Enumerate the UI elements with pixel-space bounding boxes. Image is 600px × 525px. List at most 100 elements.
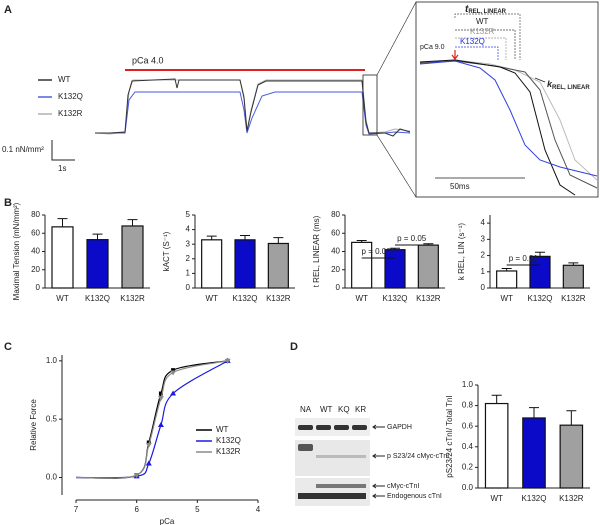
zoom-line xyxy=(376,1,417,76)
inset-bracket xyxy=(455,29,516,60)
y-axis-label: Maximal Tension (mN/mm²) xyxy=(12,202,21,300)
error-bar xyxy=(390,247,400,250)
blot-strip xyxy=(295,478,370,506)
blot-band xyxy=(352,425,367,430)
y-tick-label: 0.4 xyxy=(462,442,474,451)
y-tick-label: 60 xyxy=(31,228,40,237)
y-tick-label: 1.0 xyxy=(46,356,58,365)
inset-label: WT xyxy=(476,17,489,26)
error-bar xyxy=(57,218,68,227)
error-bar xyxy=(529,407,539,418)
point xyxy=(133,473,140,479)
y-axis-label: pS23/24 cTnI/ Total TnI xyxy=(445,395,454,477)
band-label: Endogenous cTnI xyxy=(387,493,442,500)
point xyxy=(158,391,163,396)
error-bar xyxy=(566,410,577,426)
x-tick-label: K132R xyxy=(559,494,584,503)
zoom-box xyxy=(362,74,378,136)
y-tick-label: 4 xyxy=(481,218,486,227)
x-tick-label: WT xyxy=(490,494,503,503)
y-tick-label: 80 xyxy=(31,210,40,219)
significance-label: p = 0.05 xyxy=(397,234,427,243)
x-tick-label: 4 xyxy=(256,505,261,514)
bar xyxy=(121,225,144,289)
point xyxy=(170,390,177,396)
lane-label: NA xyxy=(300,405,312,414)
blot-band xyxy=(316,484,366,488)
y-tick-label: 0 xyxy=(186,283,191,292)
inset-pca: pCa 9.0 xyxy=(420,44,445,51)
band-label: p S23/24 cMyc-cTnI xyxy=(387,453,449,460)
blot-arrow xyxy=(372,453,385,459)
inset-arrow xyxy=(451,50,459,60)
y-tick-label: 0 xyxy=(336,283,341,292)
y-tick-label: 40 xyxy=(331,247,340,256)
blot-band xyxy=(334,425,349,430)
inset-k-label: kREL, LINEAR xyxy=(547,79,590,90)
y-tick-label: 2 xyxy=(481,251,486,260)
y-tick-label: 80 xyxy=(331,210,340,219)
y-tick-label: 3 xyxy=(481,234,486,243)
bar xyxy=(562,264,584,289)
x-tick-label: WT xyxy=(205,294,218,303)
error-bar xyxy=(127,219,138,226)
legend-label: K132Q xyxy=(216,436,241,445)
y-tick-label: 1.0 xyxy=(462,380,474,389)
legend-label: WT xyxy=(216,425,229,434)
x-tick-label: K132R xyxy=(266,294,291,303)
y-tick-label: 20 xyxy=(331,265,340,274)
bar xyxy=(417,244,439,289)
y-tick-label: 0.6 xyxy=(462,421,474,430)
scale-bar xyxy=(51,140,75,161)
y-tick-label: 3 xyxy=(186,239,191,248)
y-tick-label: 0 xyxy=(36,283,41,292)
point xyxy=(146,440,151,445)
x-tick-label: WT xyxy=(355,294,368,303)
error-bar xyxy=(92,233,103,240)
blot-strip xyxy=(295,418,370,436)
error-bar xyxy=(240,234,250,240)
x-tick-label: K132Q xyxy=(528,294,553,303)
y-tick-label: 4 xyxy=(186,225,191,234)
point xyxy=(157,396,164,402)
y-tick-label: 1 xyxy=(481,267,486,276)
blot-arrow xyxy=(372,493,385,499)
inset-pointer xyxy=(534,77,546,83)
y-tick-label: 0.0 xyxy=(46,473,58,482)
y-tick-label: 60 xyxy=(331,228,340,237)
fit-line xyxy=(75,360,228,479)
band-label: cMyc-cTnI xyxy=(387,483,419,490)
blot-band xyxy=(298,444,313,451)
band-label: GAPDH xyxy=(387,424,412,431)
x-tick-label: WT xyxy=(500,294,513,303)
panel-label: B xyxy=(4,197,12,209)
panel-label: A xyxy=(4,4,12,16)
lane-label: KQ xyxy=(338,405,350,414)
error-bar xyxy=(273,237,284,244)
y-tick-label: 0 xyxy=(481,283,486,292)
stimulus-label: pCa 4.0 xyxy=(132,55,164,65)
trace-wt xyxy=(95,78,411,137)
point xyxy=(170,370,177,376)
legend-label: K132Q xyxy=(58,92,83,101)
x-tick-label: WT xyxy=(56,294,69,303)
panel-label: C xyxy=(4,341,12,353)
x-tick-label: K132R xyxy=(416,294,441,303)
y-tick-label: 0.8 xyxy=(462,401,474,410)
legend-label: K132R xyxy=(216,447,241,456)
inset-bracket xyxy=(455,46,499,60)
inset-trace xyxy=(419,60,598,177)
inset-bracket xyxy=(455,37,507,60)
legend-label: WT xyxy=(58,75,71,84)
y-tick-label: 0.0 xyxy=(462,483,474,492)
y-tick-label: 1 xyxy=(186,269,191,278)
point xyxy=(224,358,231,364)
inset-trace xyxy=(419,59,576,196)
bar xyxy=(51,226,74,289)
point xyxy=(145,442,152,448)
fit-line xyxy=(75,360,228,479)
x-tick-label: K132Q xyxy=(85,294,110,303)
y-tick-label: 2 xyxy=(186,254,191,263)
bar xyxy=(496,270,518,289)
